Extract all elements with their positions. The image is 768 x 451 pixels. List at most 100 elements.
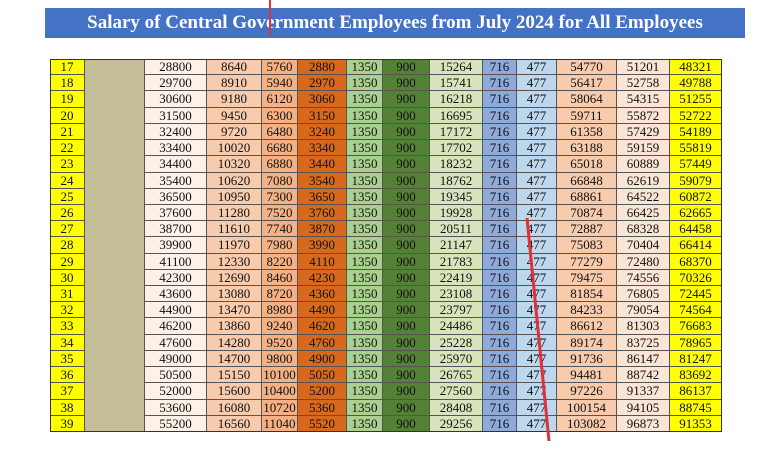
pay-cell: 9800	[262, 350, 298, 368]
level-cell: 36	[50, 367, 85, 384]
pay-cell: 6480	[262, 123, 298, 141]
pay-cell: 7080	[262, 172, 298, 189]
pay-cell: 477	[517, 237, 557, 254]
pay-cell: 66425	[617, 204, 670, 222]
pay-cell: 59711	[557, 107, 617, 124]
pay-cell: 5200	[298, 383, 347, 400]
pay-cell: 86612	[557, 318, 617, 335]
pay-cell: 54189	[670, 123, 722, 141]
pay-cell: 8640	[207, 59, 262, 76]
level-cell: 20	[50, 107, 85, 124]
pay-cell: 52758	[617, 75, 670, 92]
pay-cell: 900	[383, 350, 430, 368]
pay-cell: 10950	[207, 188, 262, 205]
pay-cell: 6880	[262, 156, 298, 173]
pay-cell: 74556	[617, 269, 670, 287]
pay-cell: 900	[383, 269, 430, 287]
pay-cell: 44900	[145, 302, 207, 319]
pay-cell: 1350	[347, 269, 383, 287]
pay-cell: 1350	[347, 172, 383, 189]
pay-cell: 10620	[207, 172, 262, 189]
pay-cell: 8220	[262, 253, 298, 270]
pay-cell: 3440	[298, 156, 347, 173]
pay-cell: 3240	[298, 123, 347, 141]
pay-cell: 900	[383, 399, 430, 416]
pay-cell: 716	[483, 253, 517, 270]
pay-cell: 716	[483, 75, 517, 92]
pay-cell: 14700	[207, 350, 262, 368]
pay-cell: 17702	[430, 140, 483, 157]
pay-cell: 100154	[557, 399, 617, 416]
pay-cell: 36500	[145, 188, 207, 205]
pay-cell: 5360	[298, 399, 347, 416]
pay-cell: 68861	[557, 188, 617, 205]
pay-cell: 63188	[557, 140, 617, 157]
level-cell: 33	[50, 318, 85, 335]
pay-cell: 716	[483, 334, 517, 351]
pay-cell: 4230	[298, 269, 347, 287]
pay-cell: 1350	[347, 399, 383, 416]
pay-cell: 72480	[617, 253, 670, 270]
pay-cell: 18762	[430, 172, 483, 189]
level-cell: 29	[50, 253, 85, 270]
pay-cell: 477	[517, 75, 557, 92]
pay-cell: 74564	[670, 302, 722, 319]
pay-cell: 96873	[617, 415, 670, 432]
pay-cell: 20511	[430, 221, 483, 238]
pay-cell: 1350	[347, 204, 383, 222]
pay-cell: 27560	[430, 383, 483, 400]
pay-cell: 477	[517, 156, 557, 173]
pay-cell: 716	[483, 204, 517, 222]
pay-cell: 716	[483, 172, 517, 189]
pay-cell: 66848	[557, 172, 617, 189]
pay-cell: 716	[483, 302, 517, 319]
pay-cell: 477	[517, 123, 557, 141]
pay-cell: 25970	[430, 350, 483, 368]
pay-cell: 1350	[347, 75, 383, 92]
pay-cell: 1350	[347, 221, 383, 238]
pay-cell: 716	[483, 318, 517, 335]
pay-cell: 11970	[207, 237, 262, 254]
pay-cell: 23797	[430, 302, 483, 319]
pay-cell: 14280	[207, 334, 262, 351]
pay-cell: 12690	[207, 269, 262, 287]
pay-cell: 1350	[347, 123, 383, 141]
pay-cell: 39900	[145, 237, 207, 254]
title-banner: Salary of Central Government Employees f…	[45, 8, 745, 38]
level-cell: 23	[50, 156, 85, 173]
pay-cell: 51201	[617, 59, 670, 76]
pay-cell: 477	[517, 334, 557, 351]
pay-cell: 94105	[617, 399, 670, 416]
pay-cell: 35400	[145, 172, 207, 189]
pay-cell: 51255	[670, 91, 722, 108]
pay-cell: 477	[517, 107, 557, 124]
pay-cell: 64522	[617, 188, 670, 205]
pay-cell: 68328	[617, 221, 670, 238]
pay-cell: 89174	[557, 334, 617, 351]
pay-cell: 9450	[207, 107, 262, 124]
pay-cell: 900	[383, 123, 430, 141]
pay-cell: 6120	[262, 91, 298, 108]
pay-cell: 91736	[557, 350, 617, 368]
pay-cell: 477	[517, 140, 557, 157]
pay-cell: 33400	[145, 140, 207, 157]
pay-cell: 716	[483, 140, 517, 157]
pay-cell: 900	[383, 91, 430, 108]
pay-cell: 716	[483, 286, 517, 303]
pay-cell: 4110	[298, 253, 347, 270]
pay-cell: 3650	[298, 188, 347, 205]
pay-cell: 11610	[207, 221, 262, 238]
pay-cell: 1350	[347, 415, 383, 432]
salary-table: 17 28800 8640 5760 2880 1350 900 15264 716 477 547…	[50, 59, 722, 432]
pay-cell: 78965	[670, 334, 722, 351]
pay-cell: 3540	[298, 172, 347, 189]
pay-cell: 48321	[670, 59, 722, 76]
pay-cell: 76683	[670, 318, 722, 335]
pay-cell: 900	[383, 237, 430, 254]
level-cell: 37	[50, 383, 85, 400]
pay-cell: 9520	[262, 334, 298, 351]
pay-cell: 9720	[207, 123, 262, 141]
level-cell: 31	[50, 286, 85, 303]
pay-cell: 716	[483, 91, 517, 108]
